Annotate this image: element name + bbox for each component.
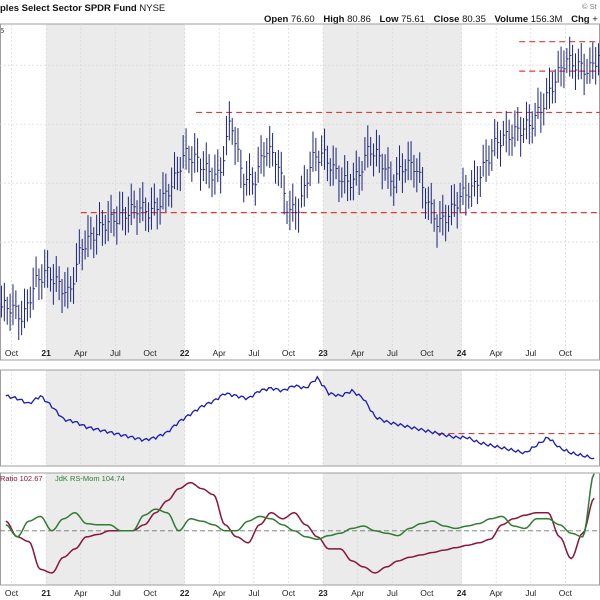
x-tick-label: Jul [248, 588, 259, 598]
header-bar [0, 0, 600, 24]
rs-mom-legend: JdK RS-Mom 104.74 [55, 474, 125, 483]
x-tick-label: Apr [351, 588, 364, 598]
rs-momentum-line [5, 473, 595, 540]
ohlc-readout: Open 76.60 High 80.86 Low 75.61 Close 80… [264, 14, 598, 25]
fund-title: ples Select Sector SPDR Fund NYSE [0, 3, 165, 14]
volume-label: Volume [495, 14, 529, 25]
x-tick-label: 24 [457, 348, 467, 358]
relative-strength-panel [0, 369, 600, 467]
partial-axis-label: 5 [0, 26, 4, 35]
x-tick-label: Jul [110, 588, 121, 598]
x-tick-label: Jul [387, 348, 398, 358]
x-axis-bottom: Oct 21 Apr Jul Oct 22 Apr Jul Oct 23 Apr Jul Oct 24 Ap… [5, 588, 573, 598]
x-tick-label: 21 [41, 588, 51, 598]
chg-value: + [592, 14, 598, 25]
x-tick-label: Apr [490, 348, 503, 358]
x-axis: Oct 21 Apr Jul Oct 22 Apr Jul Oct 23 Apr Jul Oct 24 Ap… [5, 348, 573, 358]
rs-ratio-line [5, 481, 595, 574]
x-tick-label: Jul [387, 588, 398, 598]
relative-strength-line [5, 375, 595, 460]
x-tick-label: Apr [490, 588, 503, 598]
x-tick-label: Apr [213, 348, 226, 358]
price-panel [0, 23, 600, 361]
x-tick-label: Oct [420, 588, 434, 598]
x-tick-label: Oct [282, 348, 296, 358]
rs-momentum-panel [0, 472, 600, 586]
x-tick-label: Oct [282, 588, 296, 598]
x-tick-label: 22 [180, 348, 190, 358]
exchange-label: NYSE [139, 3, 165, 14]
close-value: 80.35 [462, 14, 486, 25]
open-value: 76.60 [291, 14, 315, 25]
x-tick-label: Oct [5, 348, 19, 358]
x-tick-label: Apr [74, 588, 87, 598]
x-tick-label: Oct [143, 348, 157, 358]
x-tick-label: Apr [351, 348, 364, 358]
watermark: © St [582, 2, 598, 11]
x-tick-label: 23 [318, 348, 328, 358]
high-label: High [323, 14, 344, 25]
x-tick-label: 23 [318, 588, 328, 598]
x-tick-label: Jul [110, 348, 121, 358]
x-tick-label: Oct [143, 588, 157, 598]
x-tick-label: Jul [525, 348, 536, 358]
x-tick-label: 24 [457, 588, 467, 598]
volume-value: 156.3M [531, 14, 563, 25]
x-tick-label: Jul [248, 348, 259, 358]
high-value: 80.86 [347, 14, 371, 25]
chg-label: Chg [571, 14, 590, 25]
x-tick-label: Jul [525, 588, 536, 598]
x-tick-label: Apr [213, 588, 226, 598]
low-value: 75.61 [401, 14, 425, 25]
open-label: Open [264, 14, 288, 25]
x-tick-label: Oct [5, 588, 19, 598]
rs-ratio-legend: Ratio 102.67 [0, 474, 43, 483]
x-tick-label: Oct [559, 348, 573, 358]
x-tick-label: Oct [559, 588, 573, 598]
low-label: Low [380, 14, 400, 25]
close-label: Close [434, 14, 460, 25]
x-tick-label: Apr [74, 348, 87, 358]
x-tick-label: 21 [41, 348, 51, 358]
x-tick-label: 22 [180, 588, 190, 598]
x-tick-label: Oct [420, 348, 434, 358]
